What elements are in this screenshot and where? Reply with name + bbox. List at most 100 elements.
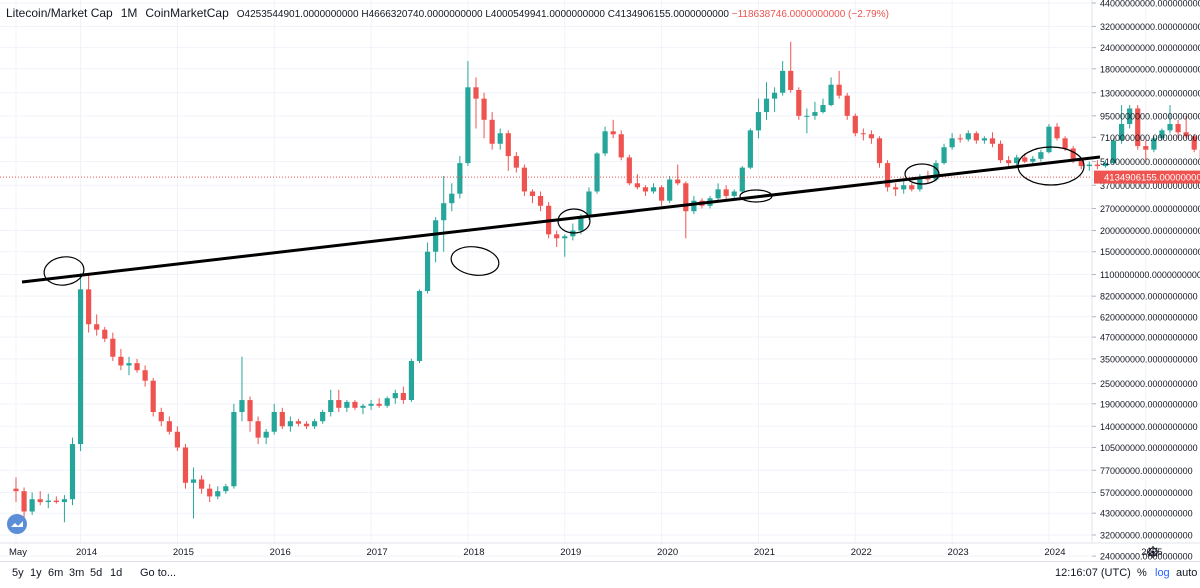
candle[interactable] bbox=[70, 438, 75, 505]
auto-scale-toggle[interactable]: auto bbox=[1176, 567, 1197, 579]
candle[interactable] bbox=[715, 183, 720, 200]
candle[interactable] bbox=[312, 419, 317, 429]
candle[interactable] bbox=[167, 416, 172, 434]
candle[interactable] bbox=[780, 61, 785, 96]
candle[interactable] bbox=[909, 183, 914, 191]
candle[interactable] bbox=[256, 416, 261, 444]
candle[interactable] bbox=[239, 357, 244, 421]
candle[interactable] bbox=[417, 289, 422, 363]
candle[interactable] bbox=[885, 160, 890, 191]
candle[interactable] bbox=[296, 419, 301, 426]
candle[interactable] bbox=[199, 475, 204, 493]
range-1y-button[interactable]: 1y bbox=[30, 567, 42, 579]
candle[interactable] bbox=[183, 444, 188, 489]
candle[interactable] bbox=[126, 357, 131, 376]
candle[interactable] bbox=[1087, 162, 1092, 171]
candle[interactable] bbox=[514, 152, 519, 172]
candle[interactable] bbox=[264, 429, 269, 444]
candle[interactable] bbox=[377, 398, 382, 408]
candle[interactable] bbox=[627, 155, 632, 186]
candle[interactable] bbox=[86, 275, 91, 333]
candle[interactable] bbox=[796, 87, 801, 120]
candle[interactable] bbox=[62, 495, 67, 522]
circle-annotation-2013[interactable] bbox=[42, 254, 86, 287]
candle[interactable] bbox=[409, 359, 414, 402]
candle[interactable] bbox=[530, 189, 535, 203]
candle[interactable] bbox=[812, 102, 817, 120]
circle-annotation-2020[interactable] bbox=[558, 209, 590, 233]
clock-time[interactable]: 12:16:07 (UTC) bbox=[1055, 567, 1131, 579]
candle[interactable] bbox=[764, 82, 769, 120]
candle[interactable] bbox=[619, 130, 624, 160]
candle[interactable] bbox=[433, 217, 438, 262]
candle[interactable] bbox=[1038, 150, 1043, 162]
candle[interactable] bbox=[974, 131, 979, 143]
candle[interactable] bbox=[990, 132, 995, 147]
candle[interactable] bbox=[756, 99, 761, 139]
candle[interactable] bbox=[853, 114, 858, 137]
candle[interactable] bbox=[724, 185, 729, 200]
settings-gear-icon[interactable] bbox=[1147, 546, 1159, 558]
candle[interactable] bbox=[38, 491, 43, 505]
candle[interactable] bbox=[901, 181, 906, 193]
candle[interactable] bbox=[94, 314, 99, 335]
candle[interactable] bbox=[159, 408, 164, 427]
range-3m-button[interactable]: 3m bbox=[69, 567, 84, 579]
candle[interactable] bbox=[941, 144, 946, 165]
candle[interactable] bbox=[425, 243, 430, 294]
candle[interactable] bbox=[490, 112, 495, 150]
go-to-date-button[interactable]: Go to... bbox=[140, 567, 176, 579]
candle[interactable] bbox=[473, 77, 478, 128]
candle[interactable] bbox=[102, 327, 107, 342]
candle[interactable] bbox=[175, 426, 180, 451]
candle[interactable] bbox=[336, 390, 341, 412]
candle[interactable] bbox=[401, 387, 406, 404]
candle[interactable] bbox=[869, 130, 874, 143]
candle[interactable] bbox=[207, 484, 212, 502]
candle[interactable] bbox=[231, 404, 236, 489]
candle[interactable] bbox=[385, 396, 390, 407]
candle[interactable] bbox=[498, 128, 503, 149]
candle[interactable] bbox=[562, 234, 567, 256]
range-6m-button[interactable]: 6m bbox=[48, 567, 63, 579]
candle[interactable] bbox=[772, 87, 777, 112]
candle[interactable] bbox=[215, 486, 220, 499]
candle[interactable] bbox=[683, 181, 688, 238]
candle[interactable] bbox=[828, 77, 833, 106]
candle[interactable] bbox=[635, 174, 640, 189]
candle[interactable] bbox=[344, 400, 349, 412]
symbol-name[interactable]: Litecoin/Market Cap bbox=[6, 6, 113, 20]
candle[interactable] bbox=[667, 176, 672, 203]
candle[interactable] bbox=[191, 467, 196, 518]
candle[interactable] bbox=[304, 421, 309, 429]
candle[interactable] bbox=[134, 359, 139, 373]
log-scale-toggle[interactable]: log bbox=[1155, 567, 1170, 579]
candle[interactable] bbox=[441, 176, 446, 252]
candle[interactable] bbox=[328, 390, 333, 417]
candle[interactable] bbox=[465, 61, 470, 166]
candle[interactable] bbox=[845, 93, 850, 120]
candle[interactable] bbox=[554, 231, 559, 247]
candle[interactable] bbox=[506, 130, 511, 170]
candle[interactable] bbox=[643, 185, 648, 196]
circle-annotation-2018[interactable] bbox=[449, 244, 500, 278]
candle[interactable] bbox=[570, 224, 575, 241]
candle[interactable] bbox=[522, 165, 527, 196]
candle[interactable] bbox=[820, 99, 825, 114]
candle[interactable] bbox=[998, 140, 1003, 163]
candle[interactable] bbox=[272, 404, 277, 435]
candle[interactable] bbox=[837, 71, 842, 99]
range-5d-button[interactable]: 5d bbox=[90, 567, 102, 579]
range-5y-button[interactable]: 5y bbox=[12, 567, 24, 579]
candle[interactable] bbox=[54, 496, 59, 503]
candle[interactable] bbox=[966, 130, 971, 141]
candle[interactable] bbox=[151, 378, 156, 417]
candle[interactable] bbox=[861, 128, 866, 140]
percent-scale-toggle[interactable]: % bbox=[1137, 567, 1147, 579]
range-1d-button[interactable]: 1d bbox=[110, 567, 122, 579]
candle[interactable] bbox=[320, 410, 325, 424]
candle[interactable] bbox=[118, 349, 123, 370]
candle[interactable] bbox=[594, 152, 599, 194]
